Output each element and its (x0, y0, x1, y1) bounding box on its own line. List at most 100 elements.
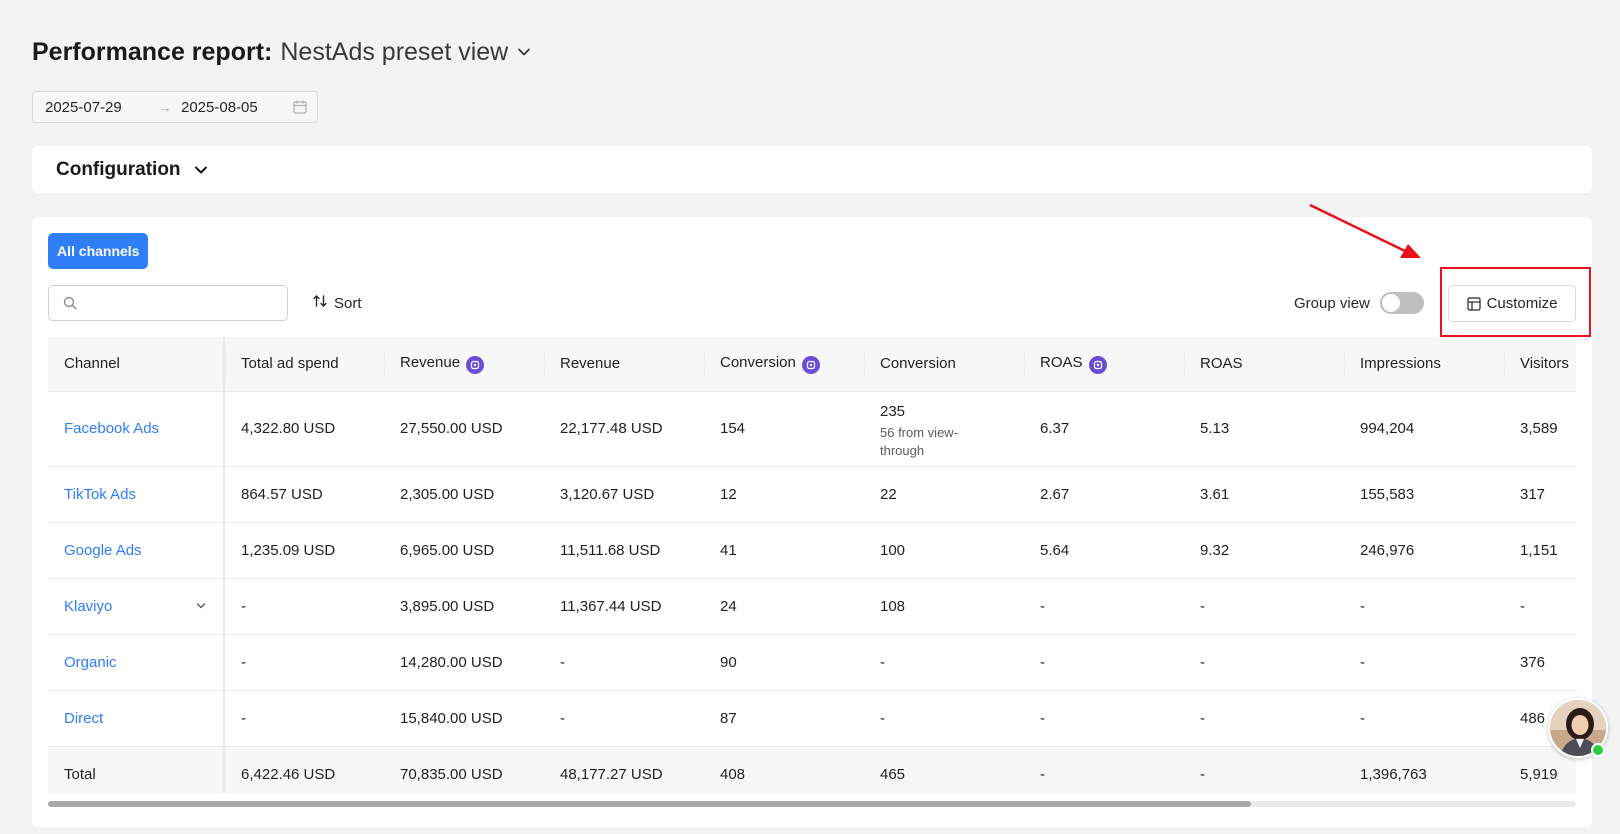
tab-all-channels[interactable]: All channels (48, 233, 149, 269)
total-cell: 70,835.00 USD (384, 746, 544, 793)
column-header-impressions[interactable]: Impressions (1344, 337, 1504, 392)
table-cell: 1,151 (1504, 522, 1576, 579)
cell-value: 235 (880, 403, 906, 420)
channel-link-direct[interactable]: Direct (48, 690, 225, 747)
table-layout-icon (1466, 296, 1481, 311)
table-cell: 100 (864, 522, 1024, 579)
table-cell: 12 (704, 466, 864, 523)
table-cell: 3,895.00 USD (384, 578, 544, 635)
table-cell: - (544, 690, 704, 747)
date-start-input[interactable]: 2025-07-29 (45, 98, 122, 116)
total-label: Total (48, 746, 225, 793)
page-title-row: Performance report: NestAds preset view (32, 36, 532, 68)
view-through-note: 56 from view-through (880, 425, 959, 458)
channel-name[interactable]: Google Ads (64, 541, 142, 559)
table-cell: 87 (704, 690, 864, 747)
sort-button[interactable]: Sort (312, 293, 362, 313)
table-cell: 994,204 (1344, 391, 1504, 467)
table-cell: - (1024, 578, 1184, 635)
page-title: Performance report: (32, 37, 273, 66)
customize-button[interactable]: Customize (1448, 285, 1576, 322)
column-header-revenue-nestads[interactable]: Revenue (384, 337, 544, 392)
total-cell: - (1184, 746, 1344, 793)
channel-link-facebook-ads[interactable]: Facebook Ads (48, 391, 225, 467)
column-header-conversion-nestads[interactable]: Conversion (704, 337, 864, 392)
nestads-ai-icon (801, 355, 820, 374)
table-cell: - (224, 634, 384, 691)
channel-name[interactable]: Klaviyo (64, 597, 113, 615)
table-row: Organic - 14,280.00 USD - 90 - - - - 376 (48, 634, 1576, 691)
total-cell: 48,177.27 USD (544, 746, 704, 793)
column-header-conversion[interactable]: Conversion (864, 337, 1024, 392)
channel-link-organic[interactable]: Organic (48, 634, 225, 691)
table-cell: - (1184, 690, 1344, 747)
total-cell: 465 (864, 746, 1024, 793)
table-row: TikTok Ads 864.57 USD 2,305.00 USD 3,120… (48, 466, 1576, 523)
table-cell: 3,589 (1504, 391, 1576, 467)
channel-link-tiktok-ads[interactable]: TikTok Ads (48, 466, 225, 523)
table-cell: - (224, 690, 384, 747)
total-cell: 408 (704, 746, 864, 793)
table-cell: 3,120.67 USD (544, 466, 704, 523)
table-cell: - (1344, 634, 1504, 691)
table-cell-with-note: 235 56 from view-through (864, 391, 1024, 467)
column-header-label: Conversion (720, 353, 796, 371)
table-cell: 864.57 USD (224, 466, 384, 523)
table-cell: 376 (1504, 634, 1576, 691)
channel-name[interactable]: Organic (64, 653, 117, 671)
total-cell: 1,396,763 (1344, 746, 1504, 793)
calendar-icon[interactable] (293, 100, 307, 118)
column-header-roas[interactable]: ROAS (1184, 337, 1344, 392)
table-cell: - (1024, 690, 1184, 747)
table-cell: 246,976 (1344, 522, 1504, 579)
chevron-down-icon[interactable] (193, 162, 209, 178)
table-cell: 24 (704, 578, 864, 635)
table-cell: 27,550.00 USD (384, 391, 544, 467)
expand-chevron-icon[interactable] (195, 600, 207, 612)
table-cell: - (1184, 634, 1344, 691)
table-cell: 4,322.80 USD (224, 391, 384, 467)
table-cell: - (1344, 578, 1504, 635)
channel-name[interactable]: TikTok Ads (64, 485, 136, 503)
table-cell: 9.32 (1184, 522, 1344, 579)
table-cell: - (224, 578, 384, 635)
column-header-total-ad-spend[interactable]: Total ad spend (224, 337, 384, 392)
table-cell: 11,367.44 USD (544, 578, 704, 635)
column-header-channel[interactable]: Channel (48, 337, 225, 392)
column-header-visitors[interactable]: Visitors (1504, 337, 1576, 392)
nestads-ai-icon (466, 355, 485, 374)
table-cell: 5.13 (1184, 391, 1344, 467)
table-cell: 2.67 (1024, 466, 1184, 523)
preset-view-selector[interactable]: NestAds preset view (280, 37, 509, 66)
table-cell: - (544, 634, 704, 691)
date-end-input[interactable]: 2025-08-05 (181, 98, 258, 116)
horizontal-scrollbar[interactable] (48, 801, 1576, 807)
toggle-knob (1382, 294, 1400, 312)
table-cell: - (864, 634, 1024, 691)
scrollbar-thumb[interactable] (48, 801, 1251, 807)
search-input[interactable] (48, 285, 288, 321)
table-cell: 11,511.68 USD (544, 522, 704, 579)
column-header-roas-nestads[interactable]: ROAS (1024, 337, 1184, 392)
table-cell: 41 (704, 522, 864, 579)
group-view-toggle[interactable] (1380, 292, 1424, 314)
table-cell: 90 (704, 634, 864, 691)
total-cell: 6,422.46 USD (224, 746, 384, 793)
column-header-revenue[interactable]: Revenue (544, 337, 704, 392)
total-cell: - (1024, 746, 1184, 793)
table-cell: 14,280.00 USD (384, 634, 544, 691)
channel-name[interactable]: Facebook Ads (64, 420, 160, 437)
channel-link-klaviyo[interactable]: Klaviyo (48, 578, 225, 635)
configuration-panel[interactable]: Configuration (32, 146, 1592, 193)
date-range-picker[interactable]: 2025-07-29 → 2025-08-05 (32, 91, 318, 123)
table-cell: 3.61 (1184, 466, 1344, 523)
channel-link-google-ads[interactable]: Google Ads (48, 522, 225, 579)
table-cell: 6.37 (1024, 391, 1184, 467)
chevron-down-icon[interactable] (516, 44, 532, 60)
annotation-highlight-box (1440, 267, 1591, 337)
table-row: Klaviyo - 3,895.00 USD 11,367.44 USD 24 … (48, 578, 1576, 635)
table-cell: - (1344, 690, 1504, 747)
channel-name[interactable]: Direct (64, 709, 104, 727)
configuration-title[interactable]: Configuration (56, 158, 181, 180)
table-cell: 155,583 (1344, 466, 1504, 523)
